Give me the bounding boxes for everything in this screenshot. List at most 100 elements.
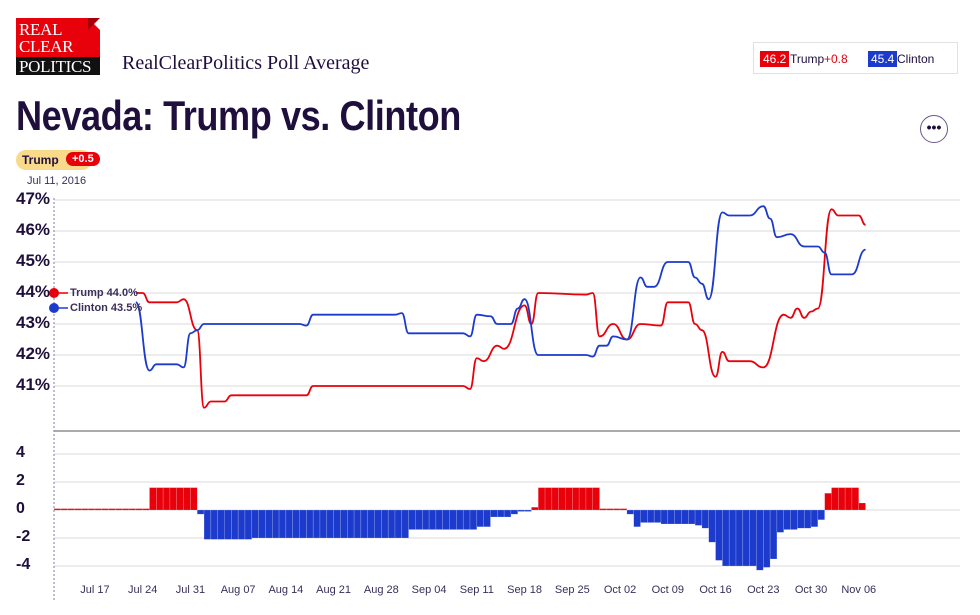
spread-bar (565, 487, 573, 511)
spread-bar (606, 508, 614, 511)
logo-fold-shadow (88, 18, 100, 30)
spread-bar (517, 509, 525, 512)
y-tick: -4 (16, 556, 31, 573)
spread-bar (408, 509, 416, 530)
spread-bar (503, 509, 512, 518)
spread-bar (265, 509, 273, 539)
spread-bar (667, 509, 675, 525)
spread-bar (531, 506, 539, 511)
spread-bar (742, 509, 750, 567)
spread-bar (60, 508, 68, 511)
spread-bar (728, 509, 737, 567)
spread-bar (415, 509, 423, 530)
spread-bar (190, 487, 198, 511)
spread-bar (244, 509, 253, 540)
x-tick: Jul 31 (175, 584, 206, 596)
spread-bar (640, 509, 648, 523)
spread-bar (790, 509, 798, 530)
spread-bar (176, 487, 184, 511)
spread-bar (258, 509, 266, 539)
logo-text-politics: POLITICS (19, 57, 92, 75)
spread-bar (647, 509, 655, 523)
spread-bar (776, 509, 784, 533)
spread-bar (428, 509, 437, 530)
spread-bar (763, 509, 771, 568)
spread-bar (360, 509, 368, 539)
y-tick: 2 (16, 472, 25, 489)
spread-bar (722, 509, 730, 567)
spread-bar (756, 509, 764, 571)
spread-bar (210, 509, 218, 540)
spread-bar (381, 509, 389, 539)
x-tick: Nov 06 (841, 584, 877, 596)
spread-bar (67, 508, 75, 511)
page-title: Nevada: Trump vs. Clinton (16, 92, 461, 139)
spread-bar (524, 509, 532, 512)
spread-bar (285, 509, 293, 539)
x-tick: Oct 30 (794, 584, 828, 596)
spread-bar (292, 509, 300, 539)
y-tick: 0 (16, 500, 25, 517)
legend-clinton-value: 45.4 (868, 51, 898, 67)
y-tick: 44% (16, 282, 51, 301)
spread-bar (578, 487, 587, 511)
spread-bar (633, 509, 641, 528)
rcp-logo[interactable]: REAL CLEAR POLITICS (16, 18, 100, 75)
x-tick: Oct 09 (651, 584, 684, 596)
logo-text-real: REAL (19, 20, 63, 39)
y-tick: 45% (16, 251, 51, 270)
y-tick: 47% (16, 189, 51, 208)
spread-bar (224, 509, 232, 540)
spread-bar (367, 509, 375, 539)
spread-bar (558, 487, 566, 511)
spread-bar (817, 509, 825, 521)
spread-bar (422, 509, 430, 530)
spread-bar (483, 509, 491, 528)
y-tick: -2 (16, 528, 31, 545)
spread-bar (510, 509, 519, 515)
spread-bar (810, 509, 819, 528)
spread-bar (537, 487, 546, 511)
spread-bar (769, 509, 778, 560)
spread-bar (497, 509, 505, 518)
spread-bar (142, 508, 150, 511)
spread-bar (599, 508, 607, 511)
spread-bar (353, 509, 362, 539)
spread-bar (469, 509, 478, 530)
spread-bar (681, 509, 689, 525)
spread-bar (838, 487, 846, 511)
spread-bar (115, 508, 123, 511)
spread-bar (456, 509, 464, 530)
x-tick: Aug 21 (316, 584, 352, 596)
more-options-button[interactable]: ••• (920, 115, 948, 143)
spread-bar (74, 508, 82, 511)
x-tick: Oct 16 (699, 584, 732, 596)
spread-bar (108, 508, 116, 511)
spread-bar (442, 509, 450, 530)
x-tick: Aug 07 (220, 584, 256, 596)
spread-bar (374, 509, 382, 539)
spread-bar (237, 509, 246, 540)
legend-trump-value: 46.2 (760, 51, 790, 67)
spread-bar (128, 508, 137, 511)
legend-clinton-name: Clinton (897, 52, 935, 66)
spread-bar (585, 487, 594, 511)
spread-bar (653, 509, 662, 523)
spread-bar (803, 509, 812, 529)
spread-bar (251, 509, 259, 539)
spread-bar (101, 508, 109, 511)
spread-bar (544, 487, 553, 511)
spread-bar (694, 509, 703, 526)
spread-bar (797, 509, 805, 529)
spread-bar (844, 487, 853, 511)
spread-bar (592, 487, 600, 511)
spread-bar (619, 508, 628, 511)
spread-bar (831, 487, 839, 511)
spread-bar (299, 509, 307, 539)
spread-bar (149, 487, 157, 511)
x-tick: Aug 28 (363, 584, 399, 596)
x-tick: Sep 25 (554, 584, 590, 596)
spread-bar (53, 508, 62, 511)
spread-bar (271, 509, 280, 539)
